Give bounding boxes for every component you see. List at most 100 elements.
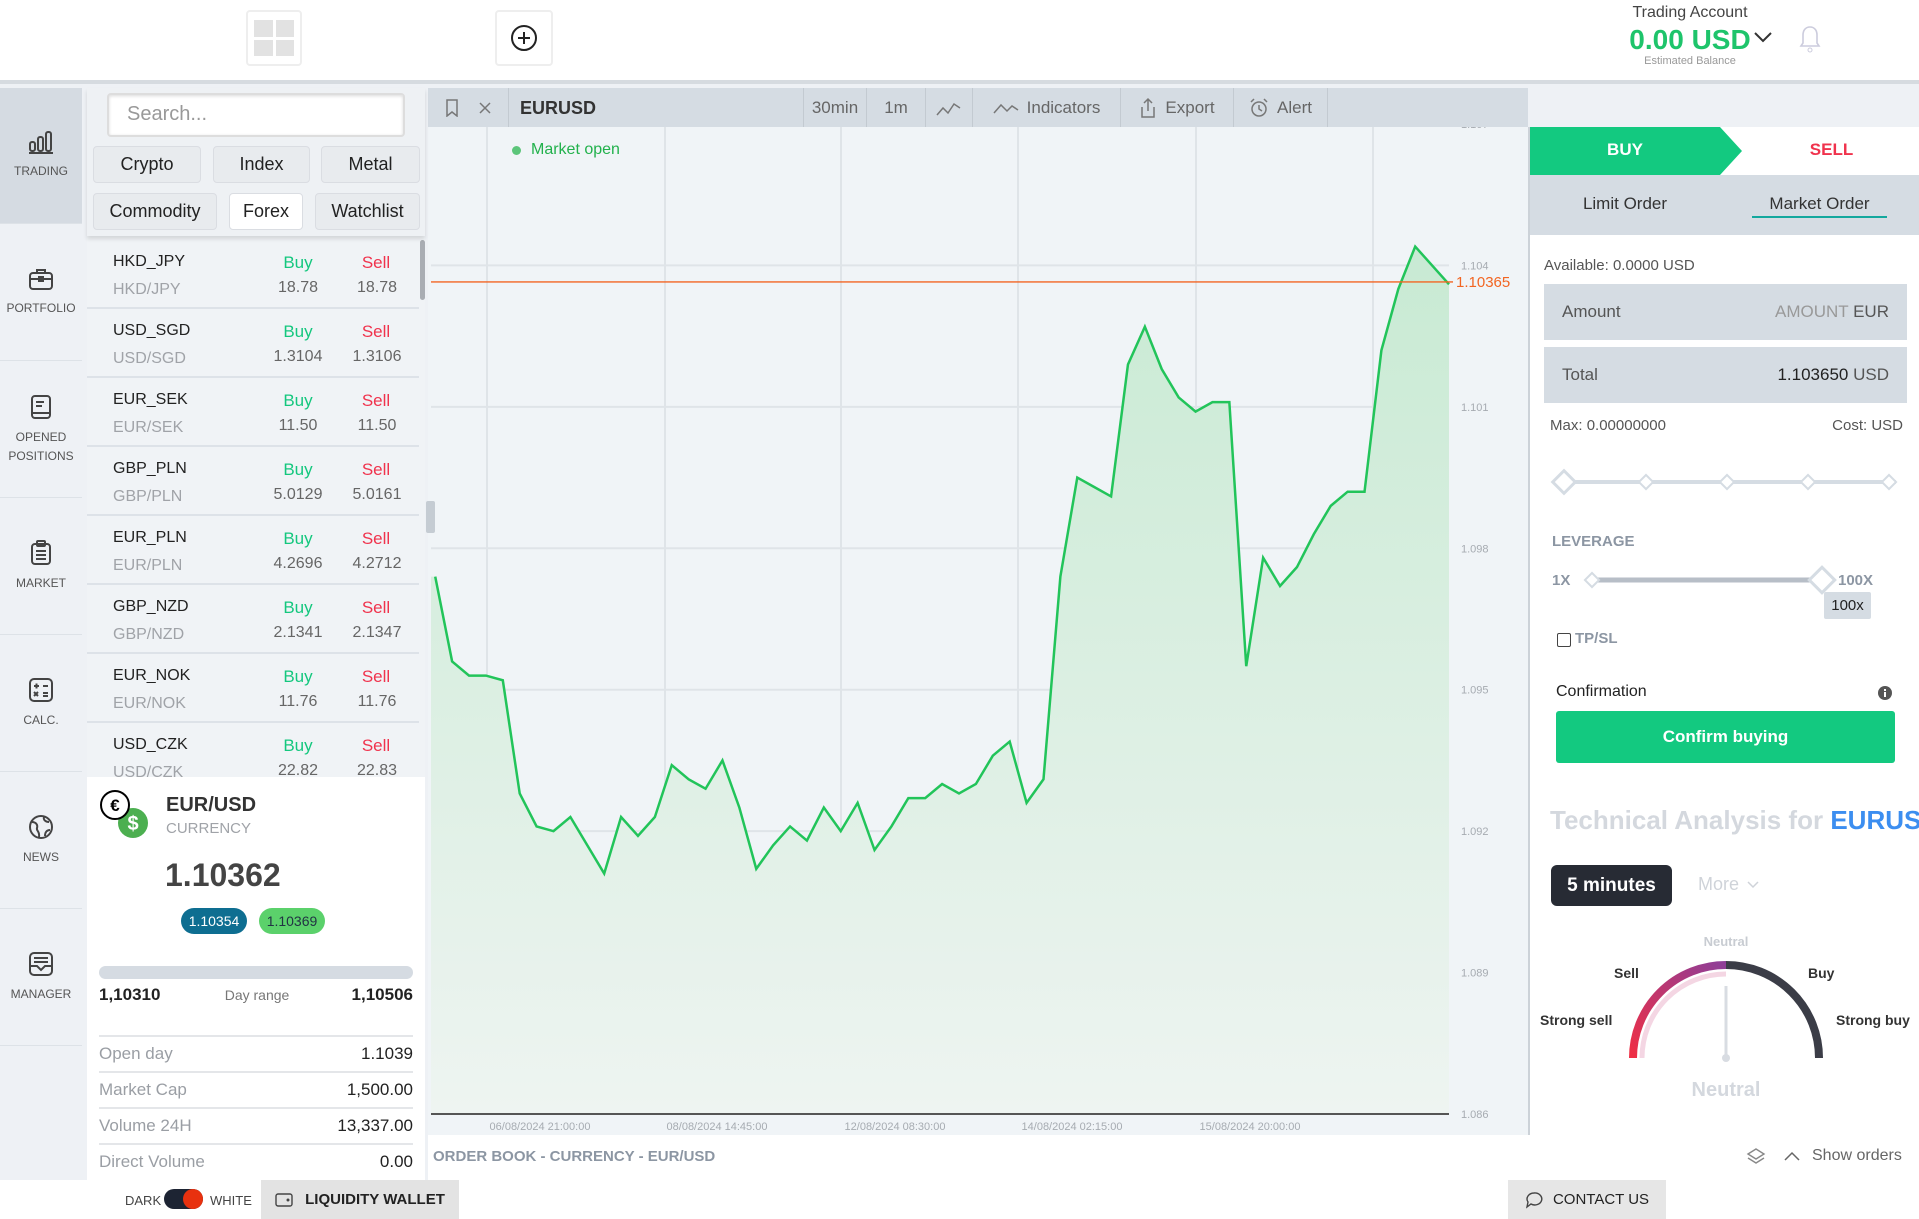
bell-icon[interactable] <box>1798 24 1822 54</box>
chevron-down-icon[interactable] <box>1753 31 1773 43</box>
buy-link[interactable]: Buy <box>283 736 313 755</box>
filter-metal[interactable]: Metal <box>321 146 420 183</box>
total-field[interactable]: Total 1.103650 USD <box>1544 347 1907 403</box>
sidebar-item-news[interactable]: NEWS <box>0 773 82 909</box>
collapse-panel-handle[interactable] <box>426 501 435 533</box>
sidebar-item-opened-positions[interactable]: OPENED POSITIONS <box>0 362 82 498</box>
symbol: GBP_NZD <box>113 598 189 615</box>
tab-market-order[interactable]: Market Order <box>1752 194 1887 218</box>
scrollbar[interactable] <box>420 240 425 300</box>
buy-tab[interactable] <box>1530 127 1750 175</box>
info-icon[interactable] <box>1877 685 1893 701</box>
leverage-slider[interactable] <box>1580 563 1840 597</box>
y-tick-label: 1.098 <box>1461 543 1489 555</box>
pair: HKD/JPY <box>113 281 181 298</box>
confirm-buying-button[interactable]: Confirm buying <box>1556 711 1895 763</box>
price-chart-svg[interactable]: 1.107 1.104 1.101 1.098 1.095 1.092 1.089 1.086… <box>428 119 1528 1135</box>
sidebar-label: OPENED POSITIONS <box>8 429 74 463</box>
interval-5min-button[interactable]: 5 minutes <box>1551 865 1672 906</box>
more-intervals-dropdown[interactable]: More <box>1698 874 1759 895</box>
sidebar-label: TRADING <box>14 164 68 178</box>
amount-field[interactable]: Amount AMOUNT EUR <box>1544 284 1907 340</box>
sidebar-item-manager[interactable]: MANAGER <box>0 910 82 1046</box>
liquidity-wallet-button[interactable]: LIQUIDITY WALLET <box>261 1180 459 1219</box>
symbol: USD_CZK <box>113 736 188 753</box>
line-chart-icon <box>936 102 961 115</box>
amount-slider[interactable] <box>1544 467 1914 497</box>
sidebar-item-trading[interactable]: TRADING <box>0 88 82 224</box>
leverage-tooltip: 100x <box>1824 592 1871 619</box>
leverage-handle[interactable] <box>1807 565 1837 595</box>
sell-price: 1.3106 <box>352 348 402 365</box>
market-row[interactable]: EUR_SEK EUR/SEK Buy Sell 11.50 11.50 <box>87 378 419 447</box>
app-grid-icon[interactable] <box>246 10 302 66</box>
price-chart[interactable]: 1.107 1.104 1.101 1.098 1.095 1.092 1.089 1.086… <box>426 119 1528 1135</box>
sell-link[interactable]: Sell <box>361 460 391 479</box>
bar-chart-icon <box>29 131 53 154</box>
layers-icon[interactable] <box>1746 1147 1766 1167</box>
sidebar-item-calc[interactable]: CALC. <box>0 636 82 772</box>
sell-tab[interactable]: SELL <box>1809 140 1854 159</box>
sidebar-item-market[interactable]: MARKET <box>0 499 82 635</box>
interval-button[interactable]: 30min <box>803 88 866 127</box>
market-row[interactable]: USD_SGD USD/SGD Buy Sell 1.3104 1.3106 <box>87 309 419 378</box>
sell-link[interactable]: Sell <box>361 529 391 548</box>
contact-us-button[interactable]: CONTACT US <box>1508 1180 1666 1219</box>
buy-link[interactable]: Buy <box>283 391 313 410</box>
sell-price: 11.50 <box>357 417 397 434</box>
tpsl-checkbox[interactable] <box>1557 633 1571 647</box>
buy-link[interactable]: Buy <box>283 253 313 272</box>
buy-link[interactable]: Buy <box>283 460 313 479</box>
close-icon[interactable] <box>478 101 492 115</box>
sell-link[interactable]: Sell <box>361 391 391 410</box>
range-button[interactable]: 1m <box>866 88 925 127</box>
pair: EUR/NOK <box>113 695 186 712</box>
market-row[interactable]: HKD_JPY HKD/JPY Buy Sell 18.78 18.78 <box>87 240 419 309</box>
export-button[interactable]: Export <box>1120 88 1233 127</box>
chevron-up-icon[interactable] <box>1784 1151 1800 1161</box>
buy-link[interactable]: Buy <box>283 667 313 686</box>
add-button[interactable] <box>495 10 553 66</box>
buy-tab-label[interactable]: BUY <box>1607 140 1643 159</box>
market-row[interactable]: EUR_PLN EUR/PLN Buy Sell 4.2696 4.2712 <box>87 516 419 585</box>
filter-commodity[interactable]: Commodity <box>93 193 217 230</box>
total-value: 1.103650 <box>1777 365 1849 384</box>
slider-handle[interactable] <box>1550 468 1578 496</box>
filter-index[interactable]: Index <box>213 146 310 183</box>
market-row[interactable]: EUR_NOK EUR/NOK Buy Sell 11.76 11.76 <box>87 654 419 723</box>
x-tick-label: 12/08/2024 08:30:00 <box>845 1121 946 1133</box>
bookmark-icon[interactable] <box>445 99 459 117</box>
sidebar-item-portfolio[interactable]: PORTFOLIO <box>0 225 82 361</box>
cost-unit: USD <box>1871 417 1903 434</box>
search-input[interactable]: Search... <box>107 93 405 137</box>
filter-forex[interactable]: Forex <box>229 193 303 230</box>
market-row[interactable]: GBP_PLN GBP/PLN Buy Sell 5.0129 5.0161 <box>87 447 419 516</box>
leverage-max: 100X <box>1838 572 1874 589</box>
buy-link[interactable]: Buy <box>283 322 313 341</box>
sell-link[interactable]: Sell <box>361 736 391 755</box>
alert-button[interactable]: Alert <box>1233 88 1328 127</box>
amount-placeholder: AMOUNT <box>1775 302 1849 321</box>
current-price: 1.10362 <box>165 857 281 893</box>
account-balance[interactable]: 0.00 USD <box>1629 24 1751 55</box>
sentiment-gauge <box>1629 961 1823 1062</box>
market-row[interactable]: GBP_NZD GBP/NZD Buy Sell 2.1341 2.1347 <box>87 585 419 654</box>
filter-crypto[interactable]: Crypto <box>93 146 201 183</box>
theme-toggle[interactable] <box>164 1189 203 1209</box>
sell-link[interactable]: Sell <box>361 322 391 341</box>
x-tick-label: 06/08/2024 21:00:00 <box>490 1121 591 1133</box>
bid-badge: 1.10354 <box>181 908 247 934</box>
indicators-button[interactable]: Indicators <box>972 88 1120 127</box>
show-orders-button[interactable]: Show orders <box>1812 1147 1902 1164</box>
pair: GBP/PLN <box>113 488 183 505</box>
buy-price: 18.78 <box>277 279 319 296</box>
sell-link[interactable]: Sell <box>361 253 391 272</box>
market-row[interactable]: USD_CZK USD/CZK Buy Sell 22.82 22.83 <box>87 723 419 777</box>
filter-watchlist[interactable]: Watchlist <box>315 193 420 230</box>
tab-limit-order[interactable]: Limit Order <box>1582 194 1668 213</box>
buy-link[interactable]: Buy <box>283 529 313 548</box>
sell-link[interactable]: Sell <box>361 667 391 686</box>
sell-link[interactable]: Sell <box>361 598 391 617</box>
chart-type-button[interactable] <box>925 88 972 127</box>
buy-link[interactable]: Buy <box>283 598 313 617</box>
